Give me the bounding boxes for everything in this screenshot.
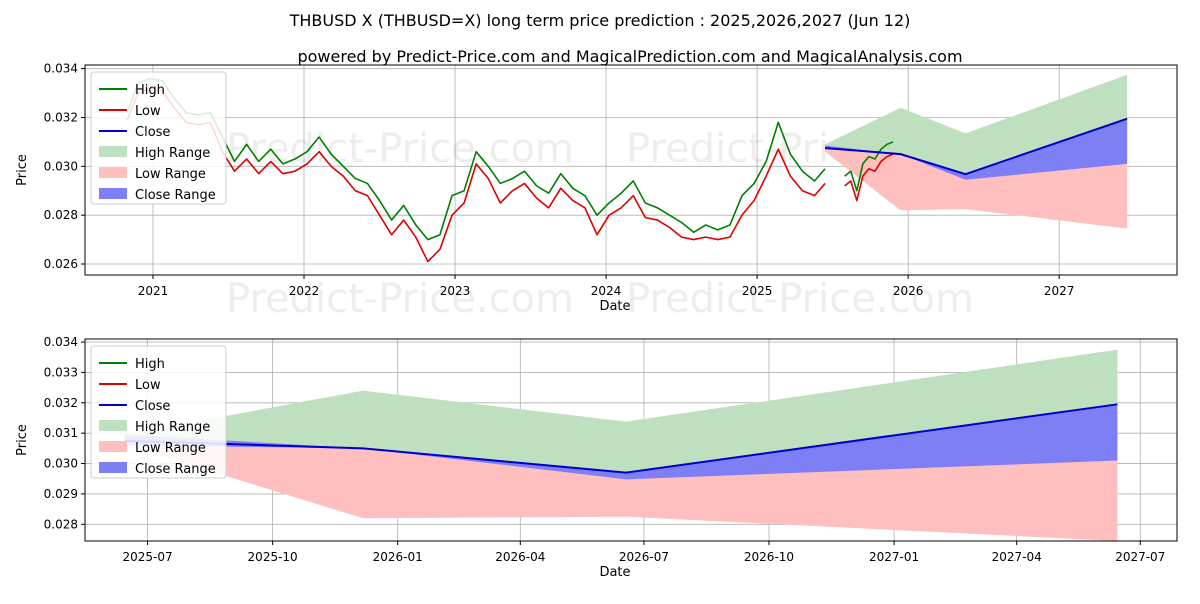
y-axis-label: Price [15, 424, 30, 456]
chart-subtitle: powered by Predict-Price.com and Magical… [297, 47, 962, 66]
watermark-text: Predict-Price.com [226, 126, 574, 172]
x-tick-label: 2027 [1044, 284, 1075, 298]
close-range-band [825, 118, 1128, 180]
y-tick-label: 0.033 [44, 365, 78, 379]
y-tick-label: 0.032 [44, 396, 78, 410]
legend-label: High [135, 357, 165, 372]
x-tick-label: 2023 [440, 284, 471, 298]
low-series-line [126, 87, 826, 263]
axes-frame [84, 338, 1178, 542]
y-tick-label: 0.030 [44, 457, 78, 471]
legend-swatch [99, 462, 127, 473]
y-axis-label: Price [15, 154, 30, 186]
close-series-line [124, 403, 1118, 474]
y-tick-label: 0.034 [44, 62, 78, 76]
x-tick-label: 2025-07 [122, 550, 172, 564]
x-axis-label: Date [599, 299, 630, 314]
legend-label: Low Range [135, 441, 206, 456]
watermark-text: Predict-Price.com [226, 276, 574, 322]
legend-label: Close Range [135, 188, 216, 203]
legend-label: Low [135, 104, 161, 119]
x-tick-label: 2026-10 [744, 550, 794, 564]
x-tick-label: 2024 [591, 284, 622, 298]
plot-area: Predict-Price.com Predict-Price.com [126, 74, 1128, 263]
x-tick-label: 2027-01 [869, 550, 919, 564]
legend-label: Low Range [135, 167, 206, 182]
high-range-band [124, 349, 1118, 473]
legend-label: High Range [135, 146, 210, 161]
legend-label: Close [135, 125, 170, 140]
top-panel: Predict-Price.com Predict-Price.comPredic… [15, 62, 1178, 322]
x-tick-label: 2022 [289, 284, 320, 298]
close-range-band [124, 404, 1118, 480]
x-tick-label: 2026-01 [373, 550, 423, 564]
y-tick-label: 0.029 [44, 487, 78, 501]
low-range-band [825, 148, 1128, 229]
x-tick-label: 2027-07 [1115, 550, 1165, 564]
watermark-text: Predict-Price.com [626, 276, 974, 322]
y-tick-label: 0.032 [44, 111, 78, 125]
legend-label: Close [135, 399, 170, 414]
x-tick-label: 2026-07 [619, 550, 669, 564]
legend: High Low Close High Range Low Range Close Ran… [90, 71, 227, 205]
y-tick-label: 0.026 [44, 257, 78, 271]
legend: High Low Close High Range Low Range Close Ran… [90, 345, 227, 479]
low-series-line [844, 153, 894, 202]
high-series-line [126, 77, 826, 241]
x-tick-label: 2021 [138, 284, 169, 298]
y-tick-label: 0.034 [44, 335, 78, 349]
x-tick-label: 2025 [742, 284, 773, 298]
legend-label: Close Range [135, 462, 216, 477]
legend-swatch [99, 441, 127, 452]
close-series-line [825, 117, 1128, 176]
y-tick-label: 0.031 [44, 426, 78, 440]
x-tick-label: 2027-04 [992, 550, 1042, 564]
legend-label: High Range [135, 420, 210, 435]
legend-label: Low [135, 378, 161, 393]
plot-area: Predict-Price.com [124, 349, 1118, 541]
legend-swatch [99, 420, 127, 431]
legend-label: High [135, 83, 165, 98]
low-range-band [124, 440, 1118, 541]
chart-title: THBUSD X (THBUSD=X) long term price pred… [289, 11, 911, 30]
bottom-panel: Predict-Price.com 2025-07 2025-10 2026-01 20… [15, 335, 1178, 580]
y-tick-label: 0.030 [44, 159, 78, 173]
x-tick-label: 2026 [893, 284, 924, 298]
legend-swatch [99, 188, 127, 199]
axes-frame [84, 64, 1178, 276]
high-series-line [844, 141, 894, 192]
high-range-band [825, 74, 1128, 175]
x-tick-label: 2026-04 [495, 550, 545, 564]
legend-swatch [99, 146, 127, 157]
y-tick-label: 0.028 [44, 517, 78, 531]
y-tick-label: 0.028 [44, 208, 78, 222]
x-tick-label: 2025-10 [248, 550, 298, 564]
legend-swatch [99, 167, 127, 178]
x-axis-label: Date [599, 565, 630, 580]
